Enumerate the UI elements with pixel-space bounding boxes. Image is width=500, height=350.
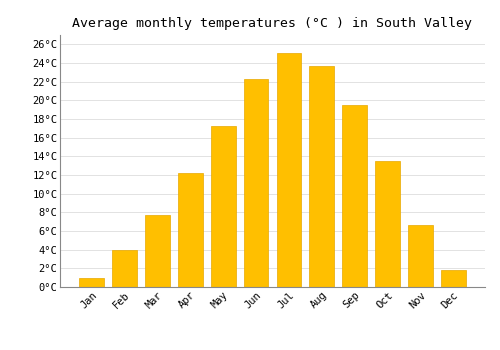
- Bar: [376, 161, 400, 287]
- Bar: [441, 270, 466, 287]
- Bar: [310, 66, 334, 287]
- Bar: [276, 53, 301, 287]
- Bar: [178, 173, 203, 287]
- Bar: [244, 79, 268, 287]
- Bar: [408, 225, 433, 287]
- Bar: [80, 278, 104, 287]
- Bar: [145, 215, 170, 287]
- Bar: [342, 105, 367, 287]
- Bar: [112, 250, 137, 287]
- Title: Average monthly temperatures (°C ) in South Valley: Average monthly temperatures (°C ) in So…: [72, 17, 472, 30]
- Bar: [211, 126, 236, 287]
